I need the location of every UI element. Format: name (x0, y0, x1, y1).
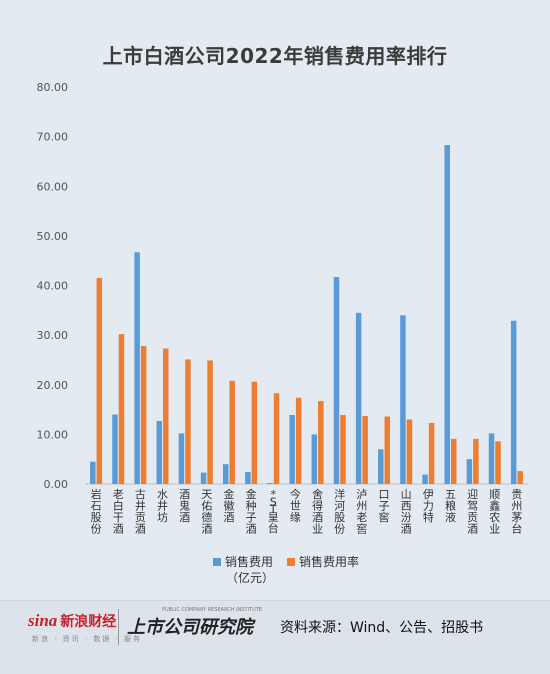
bar-sales-expense (510, 320, 517, 484)
bar-sales-expense-rate (362, 416, 368, 484)
bar-sales-expense (333, 277, 340, 484)
bar-sales-expense (156, 420, 163, 484)
bar-sales-expense-rate (185, 359, 191, 484)
source-note: 资料来源：Wind、公告、招股书 (280, 620, 484, 636)
legend-label-sales-expense-unit: （亿元） (226, 570, 274, 585)
bar-sales-expense-rate (428, 422, 435, 484)
sina-subtitle: 新浪 · 资讯 · 数据 · 服务 (32, 635, 143, 643)
bar-chart: 0.00 10.00 20.00 30.00 40.00 50.00 60.00 70.00 8… (37, 81, 528, 585)
sina-finance-logo: sina 新浪财经 (28, 611, 116, 631)
bar-sales-expense (400, 315, 406, 484)
logo-divider (118, 609, 119, 645)
legend-swatch-sales-expense-rate (287, 558, 295, 566)
institute-logo: 上市公司研究院 (127, 617, 253, 638)
y-tick-label: 40.00 (37, 280, 69, 293)
bar-sales-expense (200, 472, 207, 484)
bar-sales-expense (378, 449, 384, 484)
bar-sales-expense (245, 472, 251, 484)
x-tick-label: 迎驾贡酒 (467, 488, 478, 536)
x-tick-label: 口子窖 (379, 488, 390, 524)
bar-sales-expense (112, 414, 118, 484)
bar-sales-expense (289, 415, 295, 484)
x-tick-label: 伊力特 (423, 488, 434, 524)
y-tick-label: 50.00 (37, 230, 69, 243)
bar-sales-expense (355, 312, 362, 484)
bar-sales-expense-rate (473, 438, 479, 484)
sina-cn-text: 新浪财经 (60, 614, 117, 630)
x-tick-label: 今世缘 (290, 487, 301, 524)
bar-sales-expense-rate (273, 393, 280, 484)
bar-sales-expense-rate (517, 471, 523, 484)
x-tick-label: 金种子酒 (246, 487, 257, 536)
bar-sales-expense-rate (207, 360, 213, 484)
bar-sales-expense (222, 464, 229, 484)
legend-label-sales-expense: 销售费用 (225, 554, 273, 569)
x-tick-label: 贵州茅台 (511, 488, 522, 536)
x-tick-label: 酒鬼酒 (179, 488, 190, 524)
bar-sales-expense (134, 252, 140, 484)
x-tick-label: 泸州老窖 (356, 488, 367, 536)
x-tick-label: 舍得酒业 (312, 487, 323, 536)
x-tick-label: 水井坊 (157, 488, 168, 524)
bar-sales-expense-rate (251, 381, 258, 484)
bar-sales-expense-rate (384, 416, 391, 484)
x-tick-label: 天佑德酒 (201, 488, 212, 536)
y-tick-label: 80.00 (37, 81, 69, 94)
y-tick-label: 10.00 (37, 428, 69, 441)
x-tick-label: 山西汾酒 (401, 488, 412, 536)
chart-title: 上市白酒公司2022年销售费用率排行 (102, 44, 448, 68)
x-tick-label: 岩石股份 (91, 487, 102, 536)
bar-sales-expense (444, 145, 450, 484)
x-tick-label: 老白干酒 (113, 488, 124, 536)
bar-sales-expense-rate (450, 438, 457, 484)
bar-sales-expense-rate (96, 278, 103, 484)
x-tick-label: * S T 皇台 (268, 488, 279, 535)
y-tick-label: 0.00 (44, 478, 69, 491)
x-tick-label: 顺鑫农业 (489, 488, 500, 536)
x-tick-label: 洋河股份 (334, 487, 345, 536)
bar-sales-expense (267, 483, 273, 484)
bar-sales-expense-rate (140, 346, 147, 484)
chart-card: 上市白酒公司2022年销售费用率排行 0.00 10.00 20.00 30.00 40… (36, 44, 528, 585)
y-tick-label: 30.00 (37, 329, 69, 342)
bar-sales-expense-rate (118, 334, 125, 484)
bar-sales-expense (90, 461, 96, 484)
legend-label-sales-expense-rate: 销售费用率 (299, 554, 359, 569)
bar-sales-expense (311, 434, 318, 484)
legend-swatch-sales-expense (213, 558, 221, 566)
y-tick-label: 20.00 (37, 379, 69, 392)
y-tick-label: 60.00 (37, 180, 69, 193)
institute-small-text: PUBLIC COMPANY RESEARCH INSTITUTE (162, 607, 262, 613)
bar-sales-expense (178, 433, 185, 484)
bar-sales-expense-rate (340, 415, 346, 484)
sina-brand-text: sina (28, 611, 58, 630)
footer-bar: sina 新浪财经 新浪 · 资讯 · 数据 · 服务 PUBLIC COMPAN… (0, 600, 550, 674)
y-tick-label: 70.00 (37, 131, 69, 144)
bar-sales-expense-rate (318, 401, 324, 484)
bar-sales-expense (466, 459, 473, 484)
bar-sales-expense-rate (163, 348, 169, 484)
bar-sales-expense-rate (406, 419, 413, 484)
x-tick-label: 古井贡酒 (135, 488, 146, 536)
x-tick-label: 五粮液 (445, 488, 456, 524)
bar-sales-expense-rate (295, 397, 302, 484)
bar-sales-expense (422, 474, 428, 484)
bar-sales-expense-rate (495, 441, 501, 484)
bar-sales-expense (488, 433, 495, 484)
x-tick-label: 金徽酒 (223, 487, 234, 524)
bar-sales-expense-rate (229, 380, 235, 484)
